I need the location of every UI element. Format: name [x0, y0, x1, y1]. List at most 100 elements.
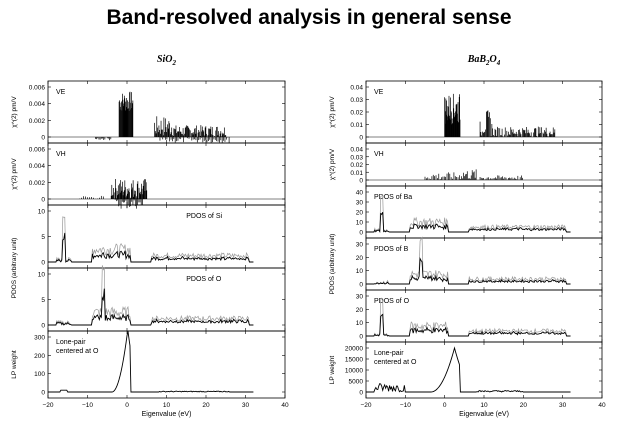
x-tick-label: 20 [202, 402, 210, 409]
panel-vh: 0.006 0.004 0.002 0 VH χ^(2) pm/V [11, 142, 286, 209]
y-tick-label: 5 [41, 234, 45, 241]
pdos-projected-line [366, 211, 571, 233]
y-tick-label: 0.04 [350, 85, 363, 92]
y-tick-label: 0 [41, 135, 45, 142]
y-tick-label: 0.004 [29, 163, 46, 170]
panel-label: centered at O [374, 359, 417, 366]
y-tick-label: 0 [359, 282, 363, 289]
pdos-total-line [366, 236, 571, 285]
panel-pdos1: 40 30 20 10 0 PDOS of Ba [356, 185, 603, 239]
y-tick-label: 20000 [345, 346, 363, 353]
x-tick-label: −10 [82, 402, 93, 409]
y-tick-label: 10 [356, 320, 364, 327]
y-tick-label: 0.04 [350, 147, 363, 154]
lp-line [366, 346, 571, 393]
y-axis-label: LP weight [11, 350, 18, 379]
y-tick-label: 0.01 [350, 170, 363, 177]
x-tick-label: 30 [559, 402, 567, 409]
pdos-total-line [48, 265, 254, 326]
compound-title: SiO2 [157, 54, 177, 67]
y-tick-label: 0 [359, 230, 363, 237]
panel-pdos1: 10 5 0 PDOS of Si [38, 204, 286, 269]
y-tick-label: 10 [38, 272, 46, 279]
y-axis-label: χ^(2) pm/V [11, 158, 18, 190]
y-tick-label: 0.004 [29, 101, 46, 108]
panel-label: PDOS of B [374, 246, 409, 253]
panel-label: VH [374, 151, 384, 158]
y-tick-label: 10 [38, 209, 46, 216]
x-tick-label: −20 [360, 402, 371, 409]
panel-label: VH [56, 151, 66, 158]
y-tick-label: 0.02 [350, 162, 363, 169]
y-tick-label: 30 [356, 200, 364, 207]
y-tick-label: 40 [356, 190, 364, 197]
y-tick-label: 0 [359, 390, 363, 397]
y-tick-label: 0 [41, 323, 45, 330]
slide-title: Band-resolved analysis in general sense [106, 6, 512, 29]
y-tick-label: 0.006 [29, 147, 46, 154]
x-tick-label: 40 [598, 402, 606, 409]
y-tick-label: 0.002 [29, 180, 46, 187]
y-tick-label: 10 [356, 268, 364, 275]
x-tick-label: 0 [443, 402, 447, 409]
panel-label: Lone-pair [56, 339, 86, 346]
y-tick-label: 10000 [345, 368, 363, 375]
y-tick-label: 100 [34, 371, 45, 378]
y-tick-label: 0.03 [350, 154, 363, 161]
y-tick-label: 20 [356, 255, 364, 262]
y-tick-label: 0 [359, 334, 363, 341]
panel-label: VE [374, 89, 384, 96]
y-axis-label: χ^(2) pm/V [329, 148, 336, 180]
y-tick-label: 0 [41, 390, 45, 397]
x-tick-label: 0 [125, 402, 129, 409]
x-axis-label: Eigenvalue (eV) [459, 411, 509, 418]
y-tick-label: 0 [359, 135, 363, 142]
panel-label: PDOS of O [374, 298, 410, 305]
y-tick-label: 20 [356, 307, 364, 314]
x-tick-label: −20 [42, 402, 53, 409]
y-tick-label: 30 [356, 242, 364, 249]
panel-ve: 0.04 0.03 0.02 0.01 0 VE χ^(2) pm/V [329, 80, 603, 144]
y-tick-label: 0 [41, 197, 45, 204]
panel-ve: 0.006 0.004 0.002 0 VE χ^(2) pm/V [11, 80, 286, 144]
panel-label: PDOS of Si [186, 213, 222, 220]
panel-vh: 0.040.030.020.010 VH χ^(2) pm/V [329, 142, 603, 187]
panel-label: Lone-pair [374, 350, 404, 357]
panel-lp: 20000 15000 10000 5000 0 Lone-pair centered at… [329, 341, 603, 399]
x-tick-label: 40 [281, 402, 289, 409]
pdos-y-axis-label: PDOS (arbitrary unit) [329, 234, 336, 295]
y-axis-label: χ^(2) pm/V [11, 96, 18, 128]
y-tick-label: 0.02 [350, 110, 363, 117]
pdos-projected-line [48, 232, 254, 263]
pdos-projected-line [366, 257, 571, 285]
x-tick-label: 30 [242, 402, 250, 409]
y-tick-label: 10 [356, 220, 364, 227]
panel-label: VE [56, 89, 66, 96]
y-tick-label: 5000 [349, 379, 364, 386]
panel-lp: 300 200 100 0 Lone-pair centered at O LP weigh… [11, 330, 286, 399]
x-tick-label: 20 [520, 402, 528, 409]
y-tick-label: 0.03 [350, 97, 363, 104]
panel-pdos3: 30 20 10 0 PDOS of O [356, 289, 603, 343]
pdos-y-axis-label: PDOS (arbitrary unit) [11, 238, 18, 299]
pdos-total-line [366, 195, 571, 233]
y-tick-label: 0.002 [29, 118, 46, 125]
y-tick-label: 15000 [345, 357, 363, 364]
y-tick-label: 0.006 [29, 85, 46, 92]
y-tick-label: 0.01 [350, 122, 363, 129]
y-tick-label: 30 [356, 294, 364, 301]
y-tick-label: 200 [34, 353, 45, 360]
pdos-total-line [48, 216, 254, 263]
y-tick-label: 20 [356, 210, 364, 217]
y-axis-label: χ^(2) pm/V [329, 96, 336, 128]
x-tick-label: 10 [480, 402, 488, 409]
x-tick-label: −10 [400, 402, 411, 409]
panel-label: PDOS of O [186, 276, 222, 283]
x-axis-label: Eigenvalue (eV) [142, 411, 192, 418]
panel-frame [365, 142, 603, 187]
y-tick-label: 300 [34, 335, 45, 342]
panel-pdos2: 30 20 10 0 PDOS of B [356, 236, 603, 291]
x-tick-label: 10 [163, 402, 171, 409]
panel-label: PDOS of Ba [374, 194, 412, 201]
